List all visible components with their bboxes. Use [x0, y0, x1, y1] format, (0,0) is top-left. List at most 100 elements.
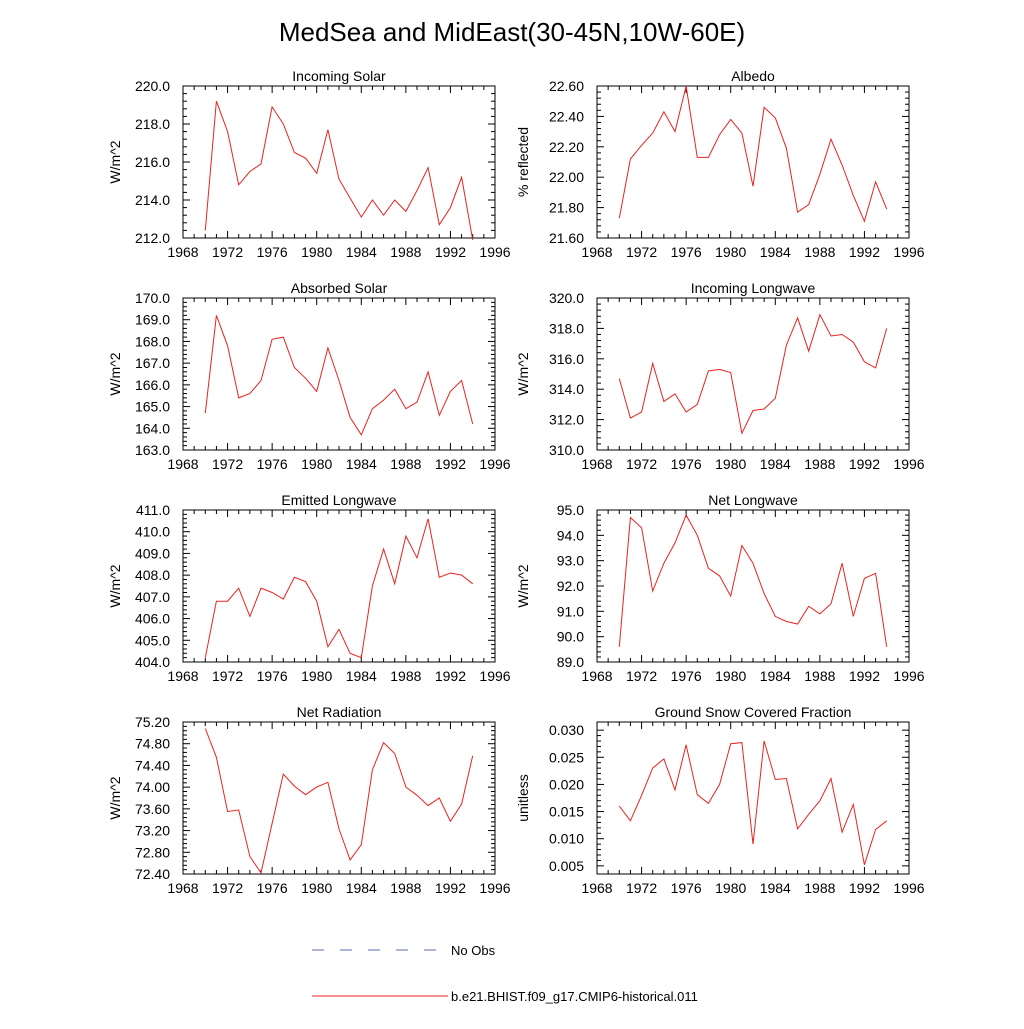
y-tick-label: 410.0 [135, 524, 170, 540]
legend-model-label: b.e21.BHIST.f09_g17.CMIP6-historical.011 [451, 989, 698, 1004]
y-axis-label: % reflected [515, 127, 531, 197]
panel-3: Incoming Longwave W/m^2 1968 1972 1976 1980 19… [515, 280, 925, 472]
x-tick-label: 1980 [301, 244, 332, 260]
x-tick-label: 1996 [479, 456, 510, 472]
panel-1: Albedo % reflected 1968 1972 1976 1980 1984 198… [515, 68, 925, 260]
y-tick-label: 316.0 [549, 351, 584, 367]
x-tick-label: 1984 [760, 244, 791, 260]
y-tick-label: 22.20 [549, 139, 584, 155]
y-tick-label: 94.0 [557, 527, 584, 543]
y-tick-label: 0.005 [549, 858, 584, 874]
x-tick-label: 1976 [257, 456, 288, 472]
plot-frame [182, 721, 496, 875]
y-axis-label: W/m^2 [107, 564, 123, 607]
panel-title: Albedo [731, 68, 775, 84]
y-tick-label: 74.80 [135, 736, 170, 752]
y-tick-label: 73.20 [135, 823, 170, 839]
y-tick-label: 318.0 [549, 320, 584, 336]
y-axis-label: W/m^2 [515, 352, 531, 395]
y-tick-label: 95.0 [557, 502, 584, 518]
panel-6: Net Radiation W/m^2 1968 1972 1976 1980 1984 19… [107, 704, 511, 896]
y-tick-label: 72.80 [135, 844, 170, 860]
panel-title: Incoming Solar [292, 68, 386, 84]
x-tick-label: 1972 [212, 880, 243, 896]
y-tick-label: 93.0 [557, 553, 584, 569]
x-tick-label: 1976 [671, 668, 702, 684]
x-tick-label: 1972 [626, 668, 657, 684]
panels-group: Incoming Solar W/m^2 1968 1972 1976 1980 1984 1… [107, 68, 925, 896]
x-tick-label: 1980 [715, 456, 746, 472]
x-tick-label: 1984 [760, 456, 791, 472]
y-tick-label: 212.0 [135, 230, 170, 246]
y-tick-label: 0.025 [549, 749, 584, 765]
x-tick-label: 1984 [346, 668, 377, 684]
x-tick-label: 1968 [167, 456, 198, 472]
y-tick-label: 0.020 [549, 776, 584, 792]
x-tick-label: 1992 [435, 244, 466, 260]
x-tick-label: 1968 [167, 880, 198, 896]
series-line [204, 728, 474, 875]
x-tick-label: 1972 [626, 880, 657, 896]
x-tick-label: 1996 [893, 880, 924, 896]
x-tick-label: 1996 [479, 668, 510, 684]
y-tick-label: 91.0 [557, 603, 584, 619]
y-tick-label: 314.0 [549, 381, 584, 397]
x-tick-label: 1980 [301, 456, 332, 472]
plot-frame [596, 297, 910, 451]
x-tick-label: 1980 [715, 244, 746, 260]
x-tick-label: 1992 [435, 668, 466, 684]
y-tick-label: 74.40 [135, 757, 170, 773]
panel-5: Net Longwave W/m^2 1968 1972 1976 1980 1984 198… [515, 492, 925, 684]
y-tick-label: 167.0 [135, 355, 170, 371]
y-tick-label: 163.0 [135, 442, 170, 458]
x-tick-label: 1996 [893, 456, 924, 472]
y-tick-label: 165.0 [135, 399, 170, 415]
x-tick-label: 1988 [390, 456, 421, 472]
y-tick-label: 310.0 [549, 442, 584, 458]
y-tick-label: 0.010 [549, 831, 584, 847]
x-tick-label: 1984 [760, 880, 791, 896]
x-tick-label: 1976 [257, 880, 288, 896]
plot-frame [182, 85, 496, 239]
y-tick-label: 220.0 [135, 78, 170, 94]
y-tick-label: 75.20 [135, 714, 170, 730]
y-tick-label: 405.0 [135, 632, 170, 648]
y-axis-label: W/m^2 [515, 564, 531, 607]
x-tick-label: 1988 [804, 880, 835, 896]
x-tick-label: 1996 [893, 668, 924, 684]
x-tick-label: 1972 [212, 456, 243, 472]
y-tick-label: 320.0 [549, 290, 584, 306]
x-tick-label: 1968 [581, 668, 612, 684]
x-tick-label: 1980 [715, 880, 746, 896]
y-tick-label: 411.0 [136, 502, 170, 518]
x-tick-label: 1996 [479, 244, 510, 260]
y-axis-label: W/m^2 [107, 140, 123, 183]
legend: No Obs b.e21.BHIST.f09_g17.CMIP6-histori… [312, 943, 698, 1004]
x-tick-label: 1988 [804, 244, 835, 260]
x-tick-label: 1984 [346, 880, 377, 896]
x-tick-label: 1992 [849, 668, 880, 684]
y-tick-label: 0.030 [549, 722, 584, 738]
x-tick-label: 1988 [390, 668, 421, 684]
y-tick-label: 312.0 [549, 412, 584, 428]
x-tick-label: 1972 [626, 244, 657, 260]
y-axis-label: unitless [515, 774, 531, 821]
panel-title: Net Radiation [297, 704, 382, 720]
panel-7: Ground Snow Covered Fraction unitless 1968… [515, 704, 925, 896]
x-tick-label: 1996 [479, 880, 510, 896]
y-axis-label: W/m^2 [107, 352, 123, 395]
panel-title: Ground Snow Covered Fraction [655, 704, 852, 720]
x-tick-label: 1968 [167, 244, 198, 260]
y-tick-label: 218.0 [135, 116, 170, 132]
y-tick-label: 169.0 [135, 312, 170, 328]
x-tick-label: 1984 [346, 244, 377, 260]
figure-title: MedSea and MidEast(30-45N,10W-60E) [279, 17, 745, 47]
series-line [618, 513, 888, 647]
x-tick-label: 1968 [167, 668, 198, 684]
x-tick-label: 1996 [893, 244, 924, 260]
x-tick-label: 1968 [581, 880, 612, 896]
series-line [618, 740, 888, 865]
y-tick-label: 216.0 [135, 154, 170, 170]
